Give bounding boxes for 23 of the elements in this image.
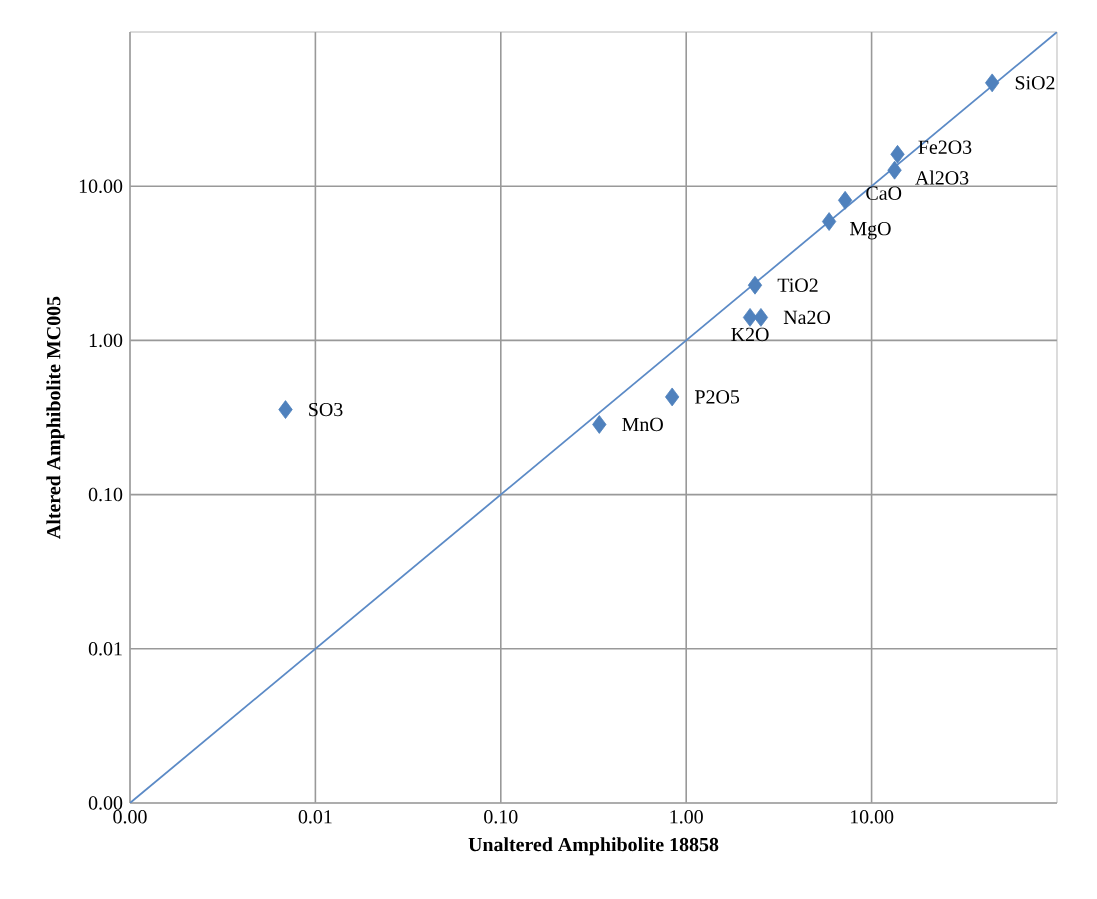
x-tick-label: 1.00 <box>670 810 703 824</box>
x-tick-label: 0.00 <box>113 810 147 824</box>
x-tick-label: 10.00 <box>850 810 894 824</box>
annotation: SO3 <box>309 402 343 417</box>
y-tick-label: 1.00 <box>89 333 123 348</box>
y-tick-label: 10.00 <box>79 179 123 193</box>
annotation: K2O <box>731 327 769 342</box>
y-axis-title: Altered Amphibolite MC005 <box>46 296 65 539</box>
annotation: MnO <box>622 417 663 432</box>
annotation: SiO2 <box>1015 76 1055 90</box>
y-tick-label: 0.01 <box>88 642 122 656</box>
annotation: Fe2O3 <box>918 140 972 154</box>
annotation: Al2O3 <box>915 170 969 185</box>
annotation: Na2O <box>783 310 831 325</box>
annotation: CaO <box>866 186 902 200</box>
annotation: TiO2 <box>777 278 818 292</box>
x-tick-label: 0.01 <box>298 810 332 824</box>
annotation: P2O5 <box>695 390 740 404</box>
y-tick-label: 0.10 <box>88 487 123 502</box>
y-tick-label: 0.00 <box>88 796 123 810</box>
x-tick-label: 0.10 <box>484 810 518 824</box>
annotation: MgO <box>849 221 891 240</box>
x-axis-title: Unaltered Amphibolite 18858 <box>468 837 719 856</box>
